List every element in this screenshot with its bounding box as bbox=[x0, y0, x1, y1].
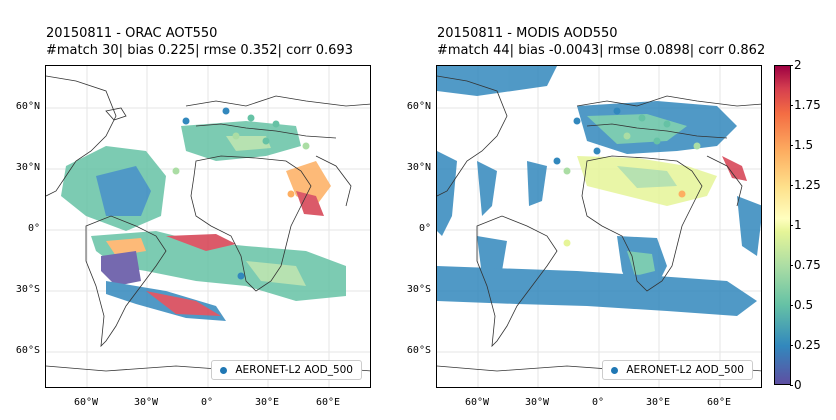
right-lat-label-30s: 30°S bbox=[406, 284, 431, 295]
right-lon-label-30e: 30°E bbox=[645, 397, 671, 408]
left-lat-label-60n: 60°N bbox=[15, 101, 40, 112]
left-lat-label-30s: 30°S bbox=[15, 284, 40, 295]
colorbar-tick-1: 1 bbox=[790, 218, 802, 232]
right-lon-label-0: 0° bbox=[591, 397, 605, 408]
left-map-title-line1: 20150811 - ORAC AOT550 bbox=[46, 26, 218, 41]
left-lat-label-0: 0° bbox=[27, 223, 40, 234]
colorbar-tick-0-75: 0.75 bbox=[790, 258, 821, 272]
right-lat-label-60n: 60°N bbox=[406, 101, 431, 112]
aeronet-marker-icon bbox=[611, 366, 619, 374]
left-legend-label: AERONET-L2 AOD_500 bbox=[235, 364, 353, 376]
right-lon-label-60e: 60°E bbox=[706, 397, 732, 408]
right-map-canvas bbox=[437, 66, 761, 387]
right-aeronet-points bbox=[553, 107, 701, 247]
left-lon-label-30w: 30°W bbox=[133, 397, 159, 408]
colorbar-tick-1-25: 1.25 bbox=[790, 178, 821, 192]
left-map-canvas bbox=[46, 66, 370, 387]
right-legend-label: AERONET-L2 AOD_500 bbox=[626, 364, 744, 376]
left-coastlines bbox=[46, 75, 370, 372]
left-lat-label-60s: 60°S bbox=[15, 345, 40, 356]
right-lat-label-60s: 60°S bbox=[406, 345, 431, 356]
left-lon-label-30e: 30°E bbox=[254, 397, 280, 408]
left-map-legend: AERONET-L2 AOD_500 bbox=[211, 360, 362, 380]
left-lon-label-60e: 60°E bbox=[315, 397, 341, 408]
colorbar-tick-0: 0 bbox=[790, 378, 802, 392]
left-gridlines bbox=[46, 66, 370, 387]
left-map-title-line2: #match 30| bias 0.225| rmse 0.352| corr … bbox=[46, 43, 353, 58]
left-lon-label-60w: 60°W bbox=[73, 397, 99, 408]
right-map-panel: AERONET-L2 AOD_500 bbox=[436, 65, 762, 388]
right-map-legend: AERONET-L2 AOD_500 bbox=[602, 360, 753, 380]
colorbar-tick-1-5: 1.5 bbox=[789, 138, 814, 152]
right-lon-label-30w: 30°W bbox=[524, 397, 550, 408]
right-lat-label-0: 0° bbox=[418, 223, 431, 234]
colorbar-tick-0-25: 0.25 bbox=[790, 338, 821, 352]
colorbar bbox=[774, 65, 791, 385]
colorbar-tick-1-75: 1.75 bbox=[790, 98, 821, 112]
left-aeronet-points bbox=[172, 107, 310, 280]
aeronet-marker-icon bbox=[220, 366, 228, 374]
right-aod-field bbox=[437, 66, 761, 316]
colorbar-tick-0-5: 0.5 bbox=[789, 298, 814, 312]
right-map-title-line2: #match 44| bias -0.0043| rmse 0.0898| co… bbox=[437, 43, 766, 58]
colorbar-tick-2: 2 bbox=[790, 58, 802, 72]
right-map-title-line1: 20150811 - MODIS AOD550 bbox=[437, 26, 618, 41]
right-lon-label-60w: 60°W bbox=[464, 397, 490, 408]
left-lon-label-0: 0° bbox=[200, 397, 214, 408]
left-lat-label-30n: 30°N bbox=[15, 162, 40, 173]
left-map-panel: AERONET-L2 AOD_500 bbox=[45, 65, 371, 388]
right-lat-label-30n: 30°N bbox=[406, 162, 431, 173]
